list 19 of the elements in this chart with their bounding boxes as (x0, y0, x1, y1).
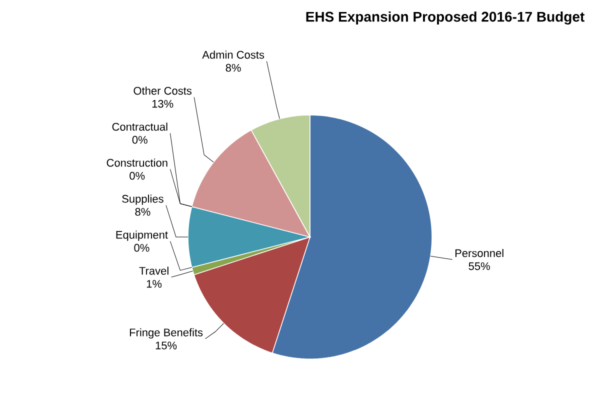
slice-label: Fringe Benefits (130, 328, 203, 339)
category-label: Contractual (112, 122, 168, 131)
text: 0% (134, 244, 150, 252)
category-label: Construction (106, 158, 168, 167)
chart-title: EHS Expansion Proposed 2016-17 Budget (306, 11, 584, 25)
text: 0% (132, 136, 148, 144)
category-label: Equipment (116, 230, 168, 241)
data-label: 1% (146, 280, 162, 288)
slice-label: Other Costs (134, 86, 192, 95)
slice-label: Personnel (455, 248, 504, 258)
slice-label: Admin Costs (202, 50, 264, 59)
data-label: 8% (226, 64, 241, 72)
data-label: 55% (468, 262, 490, 270)
data-label: 13% (152, 100, 174, 108)
text: 0% (130, 172, 145, 180)
data-label: 15% (156, 342, 177, 350)
data-label: 8% (135, 208, 150, 216)
slice-label: Travel (139, 266, 168, 275)
slice-label: Supplies (122, 194, 164, 205)
